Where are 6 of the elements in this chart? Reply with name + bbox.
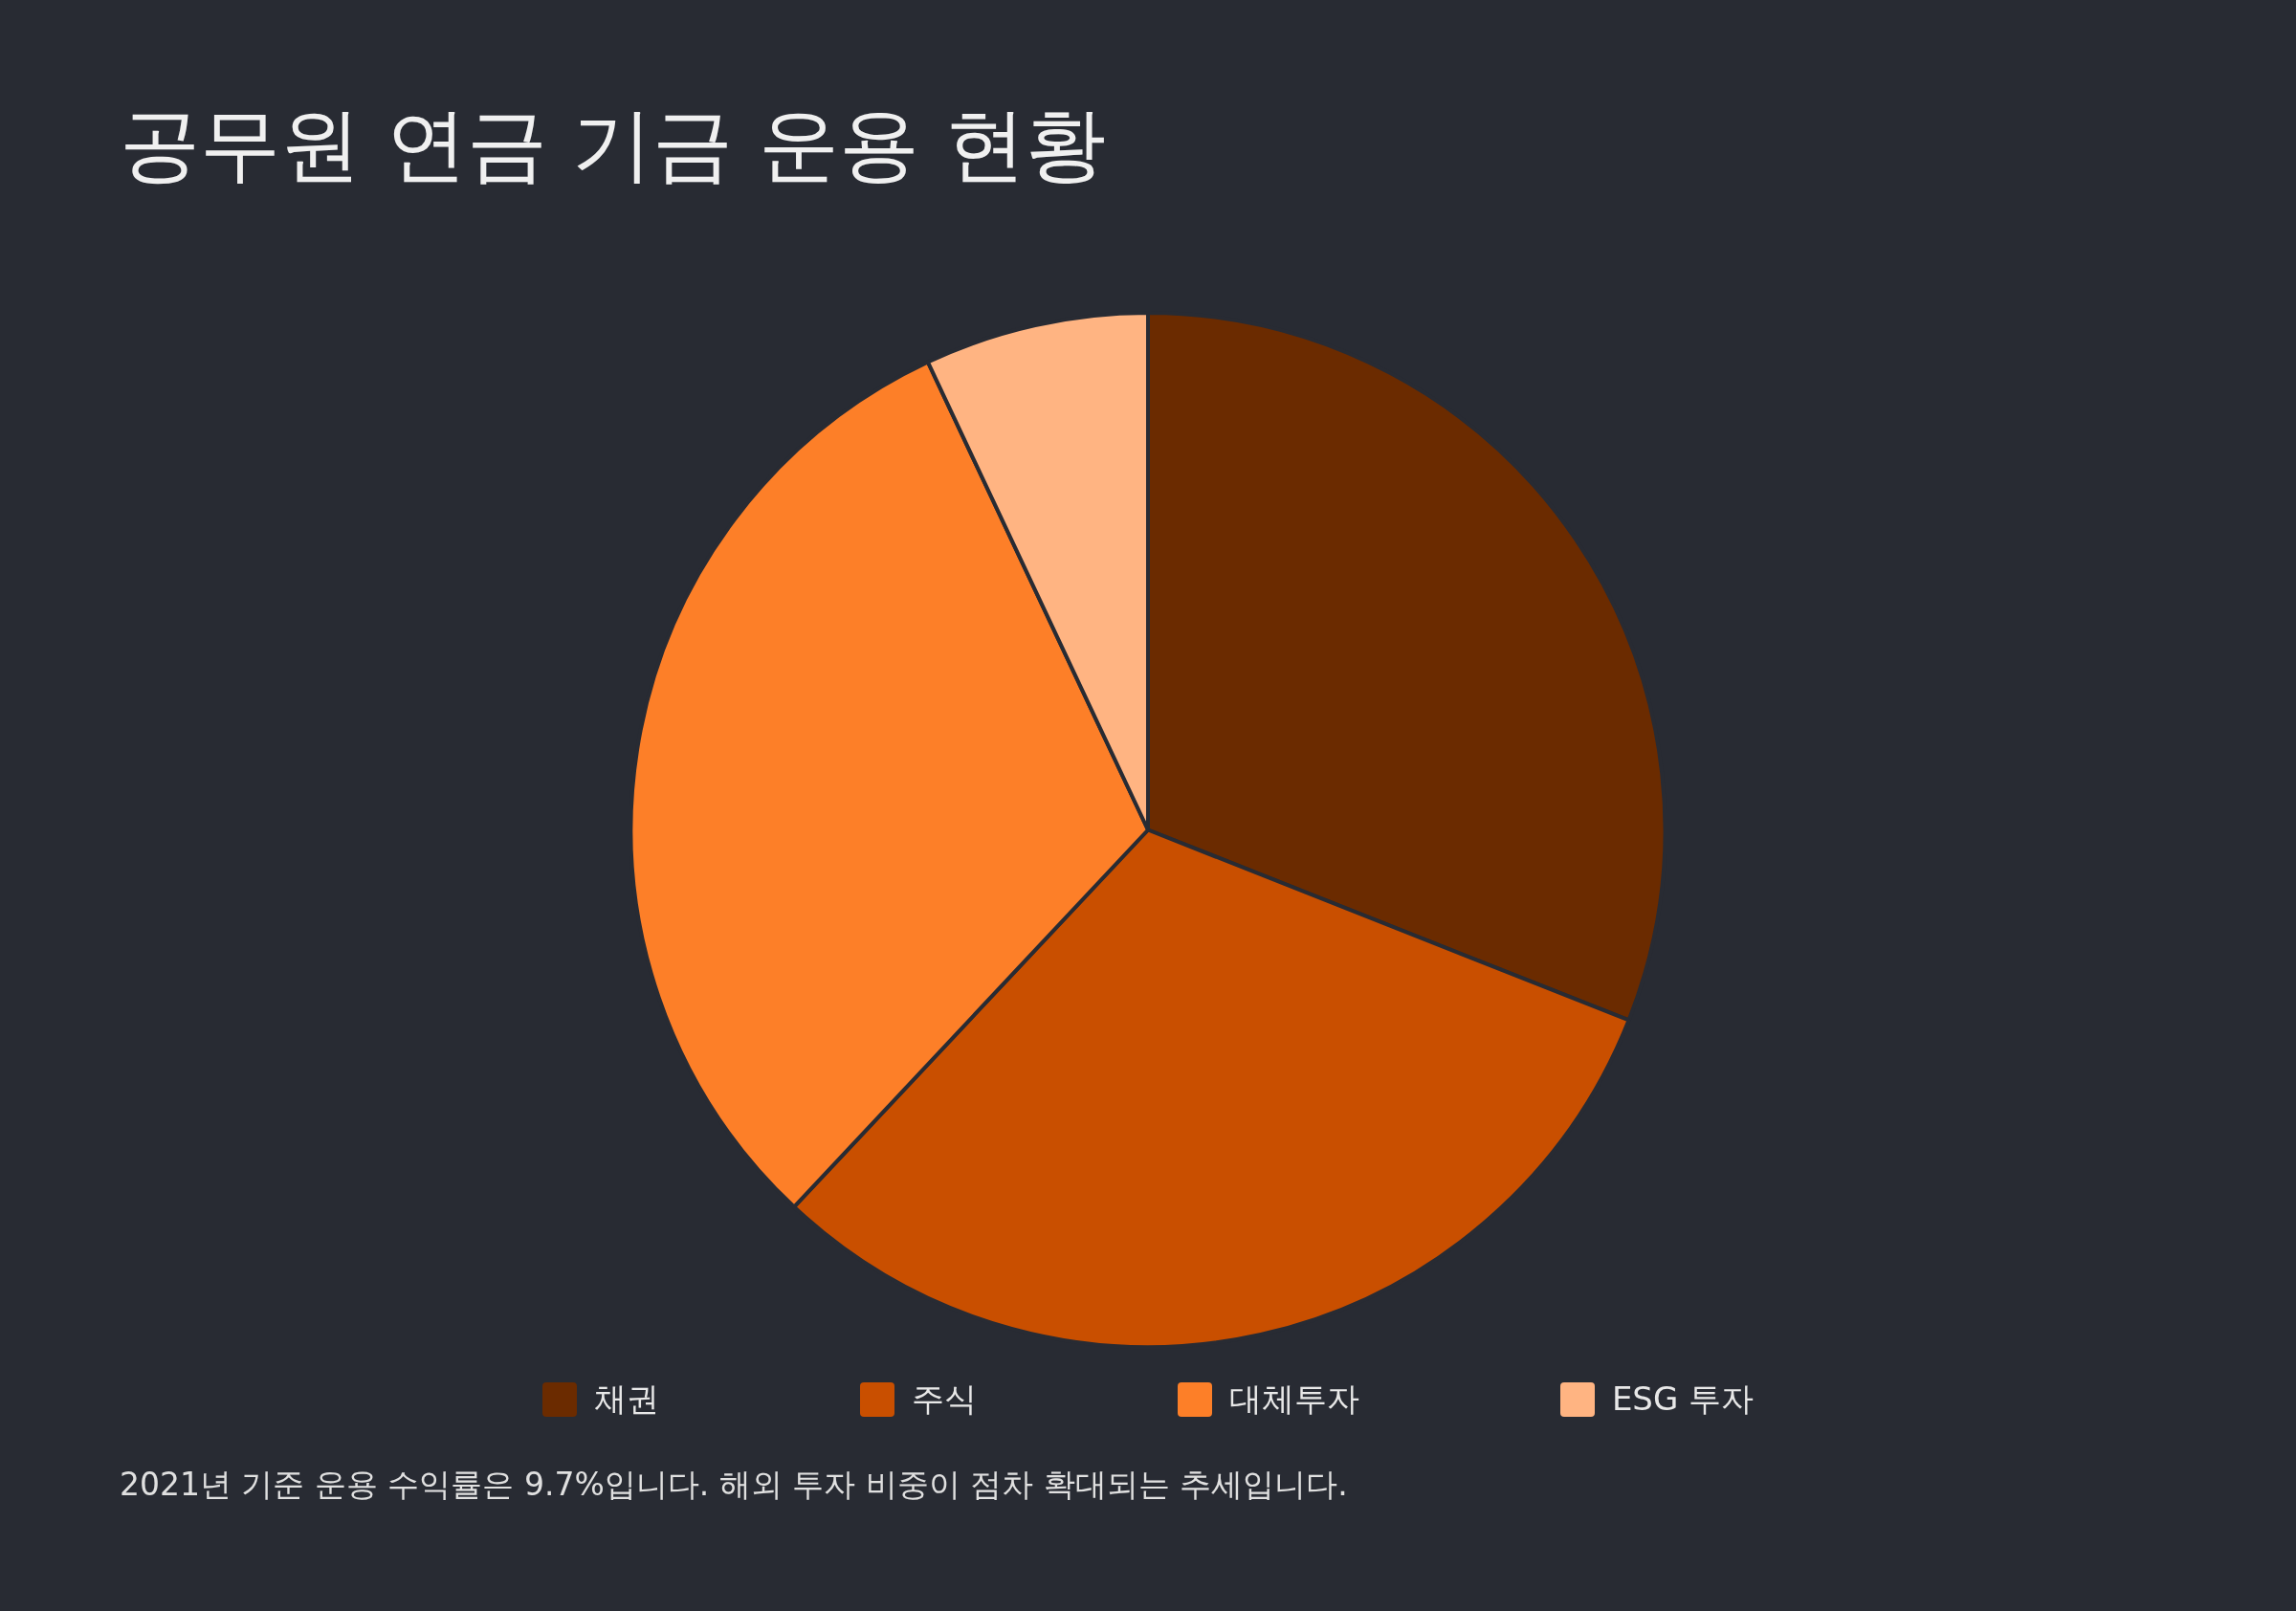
chart-title: 공무원 연금 기금 운용 현황: [120, 97, 1106, 193]
legend-label: 채권: [593, 1379, 659, 1420]
legend-label: ESG 투자: [1611, 1379, 1755, 1420]
text: 2021년 기준 운용 수익률은 9.7%입니다. 해외 투자 비중이 점차 확대되는 추세입니다.: [120, 1465, 1348, 1505]
legend-label: 대체투자: [1228, 1379, 1359, 1420]
legend-label: 주식: [911, 1379, 977, 1420]
